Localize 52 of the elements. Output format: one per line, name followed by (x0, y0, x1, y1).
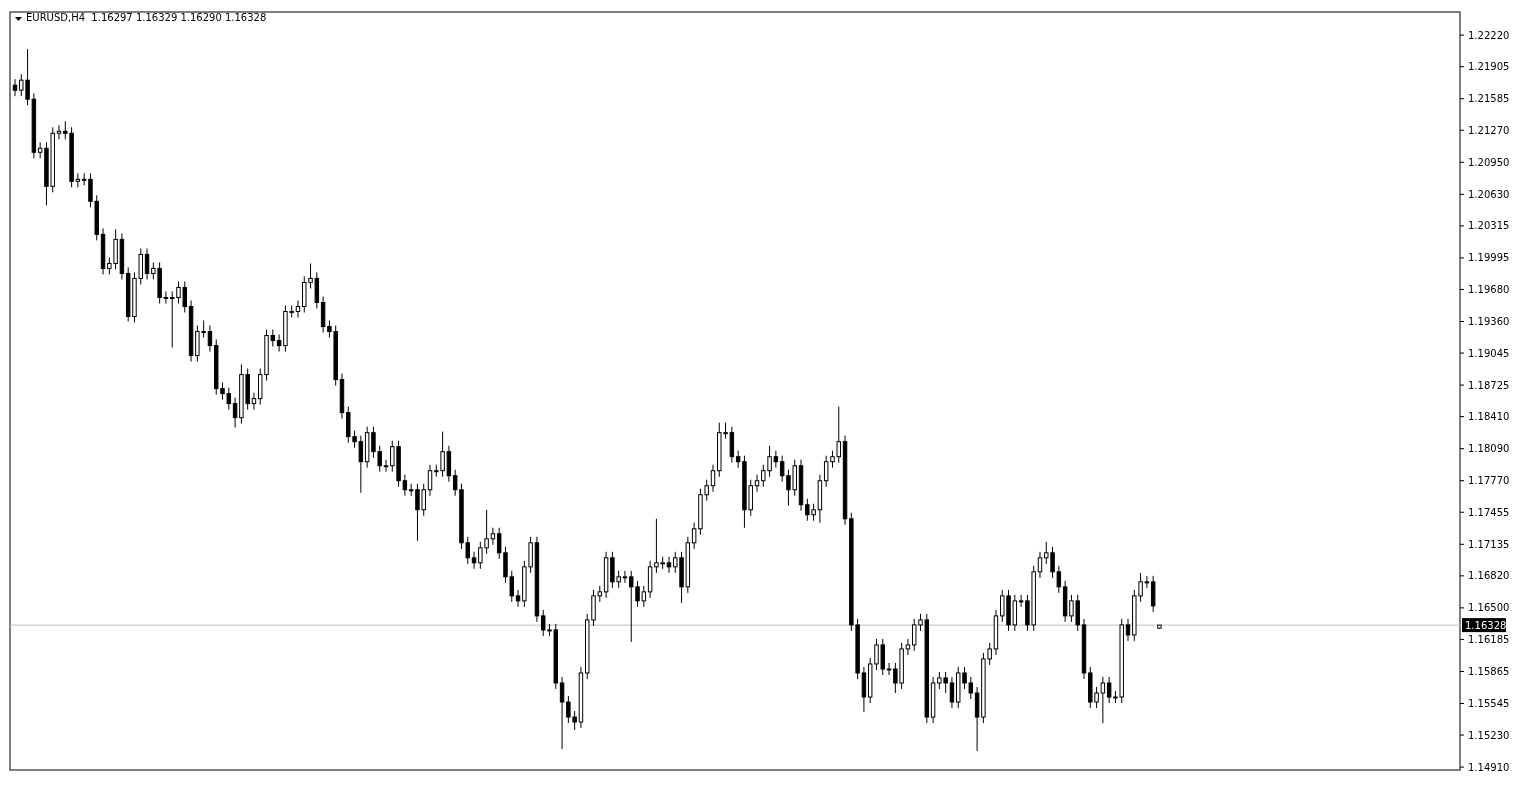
candlestick (905, 638, 911, 656)
candlestick (1018, 594, 1024, 608)
candlestick (383, 459, 389, 473)
y-tick-label: 1.19680 (1468, 283, 1510, 295)
candlestick (295, 299, 301, 318)
y-tick-label: 1.17770 (1468, 475, 1510, 487)
candlestick (56, 124, 62, 140)
y-tick-label: 1.22220 (1468, 29, 1510, 41)
y-tick-label: 1.21585 (1468, 93, 1510, 105)
candlestick (710, 464, 716, 493)
y-tick-label: 1.19045 (1468, 347, 1510, 359)
y-tick-label: 1.17455 (1468, 506, 1510, 518)
candlestick (471, 551, 477, 570)
y-tick-label: 1.20630 (1468, 188, 1510, 200)
y-tick-label: 1.15230 (1468, 729, 1510, 741)
y-tick-label: 1.14910 (1468, 761, 1510, 773)
candlestick (276, 334, 282, 353)
candlestick (12, 78, 18, 97)
y-tick-label: 1.18725 (1468, 379, 1510, 391)
y-tick-label: 1.20315 (1468, 220, 1510, 232)
candlestick (515, 589, 521, 608)
candlestick (666, 556, 672, 574)
candlestick (1125, 618, 1131, 642)
y-tick-label: 1.19995 (1468, 252, 1510, 264)
candlestick (949, 676, 955, 709)
candlestick (144, 247, 150, 280)
candlestick (427, 464, 433, 497)
candlestick (251, 392, 257, 411)
candlestick (754, 474, 760, 493)
y-tick-label: 1.16500 (1468, 602, 1510, 614)
candlestick (490, 527, 496, 546)
y-tick-label: 1.15545 (1468, 698, 1510, 710)
candlestick (559, 676, 565, 750)
y-tick-label: 1.21905 (1468, 61, 1510, 73)
y-tick-label: 1.20950 (1468, 156, 1510, 168)
chart-title: EURUSD,H4 1.16297 1.16329 1.16290 1.16328 (26, 12, 267, 23)
y-tick-label: 1.16185 (1468, 633, 1510, 645)
y-tick-label: 1.16820 (1468, 570, 1510, 582)
y-tick-label: 1.18090 (1468, 443, 1510, 455)
candlestick (163, 290, 169, 304)
candlestick (207, 325, 213, 353)
ref-line-label: 1.16328 (1465, 619, 1507, 631)
candlestick (1037, 551, 1043, 579)
candlestick (75, 172, 81, 188)
y-tick-label: 1.18410 (1468, 411, 1510, 423)
candlestick (886, 662, 892, 676)
candlestick (232, 397, 238, 429)
candlestick (622, 570, 628, 584)
y-tick-label: 1.21270 (1468, 124, 1510, 136)
y-tick-label: 1.17135 (1468, 538, 1510, 550)
y-tick-label: 1.19360 (1468, 316, 1510, 328)
y-tick-label: 1.15865 (1468, 665, 1510, 677)
